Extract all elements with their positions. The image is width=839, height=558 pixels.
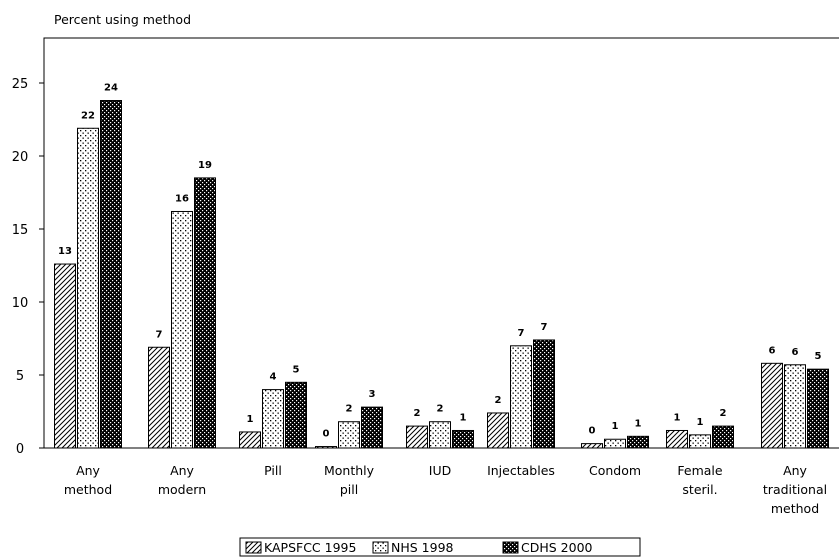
bar (712, 425, 734, 449)
data-label: 2 (720, 408, 727, 419)
bar (361, 406, 383, 449)
category-label: Condom (589, 463, 641, 478)
y-axis-ticks: 0 5 10 15 20 25 (12, 77, 44, 457)
legend-swatch (372, 541, 389, 554)
bar (100, 100, 122, 449)
data-label: 22 (81, 110, 95, 121)
y-tick-label: 20 (12, 150, 29, 165)
category-label: Any (76, 463, 100, 478)
data-label: 1 (612, 421, 619, 432)
data-label: 0 (323, 429, 330, 440)
data-label: 1 (247, 414, 254, 425)
legend-label: CDHS 2000 (521, 540, 593, 555)
bar (429, 421, 451, 449)
bar (452, 429, 474, 449)
category-label: Monthly (324, 463, 375, 478)
data-label: 7 (156, 329, 163, 340)
bar (338, 421, 360, 449)
bar (807, 368, 829, 449)
category-label: method (64, 482, 112, 497)
y-tick-label: 10 (12, 296, 29, 311)
category-label: traditional (763, 482, 827, 497)
bar (148, 346, 170, 449)
data-label: 3 (369, 389, 376, 400)
data-label: 5 (293, 364, 300, 375)
legend-swatch (245, 541, 262, 554)
legend-swatch (502, 541, 519, 554)
data-label: 2 (437, 404, 444, 415)
x-axis-labels: Any method Any modern Pill Monthly pill IUD Inje… (64, 463, 827, 516)
category-label: Any (170, 463, 194, 478)
bar (406, 425, 428, 449)
legend-frame (239, 537, 641, 557)
legend: KAPSFCC 1995 NHS 1998 CDHS 2000 (239, 537, 641, 557)
category-label: Injectables (487, 463, 555, 478)
data-label: 1 (460, 412, 467, 423)
data-label: 19 (198, 160, 212, 171)
data-label: 1 (635, 418, 642, 429)
y-axis-label: Percent using method (54, 12, 191, 27)
category-label: method (771, 501, 819, 516)
bar (54, 263, 76, 449)
data-label: 7 (518, 328, 525, 339)
bar (171, 210, 193, 449)
bar (761, 362, 783, 449)
category-label: steril. (682, 482, 717, 497)
data-label: 6 (792, 347, 799, 358)
data-label: 1 (674, 412, 681, 423)
category-label: pill (340, 482, 358, 497)
bar (581, 443, 603, 449)
bar (533, 339, 555, 449)
legend-label: NHS 1998 (391, 540, 454, 555)
data-label: 16 (175, 193, 189, 204)
y-tick-label: 0 (16, 442, 24, 457)
data-label: 2 (495, 395, 502, 406)
bar (285, 381, 307, 449)
data-label: 2 (346, 404, 353, 415)
category-label: Female (677, 463, 723, 478)
data-label: 24 (104, 83, 118, 94)
bar (784, 364, 806, 449)
bar (77, 127, 99, 449)
category-label: modern (158, 482, 206, 497)
bar (689, 434, 711, 449)
bars-group (54, 100, 829, 449)
bar (194, 177, 216, 449)
bar (604, 438, 626, 449)
category-label: Pill (264, 463, 282, 478)
category-label: Any (783, 463, 807, 478)
category-label: IUD (429, 463, 451, 478)
bar (487, 412, 509, 449)
y-tick-label: 25 (12, 77, 29, 92)
bar (666, 429, 688, 449)
data-label: 5 (815, 351, 822, 362)
legend-label: KAPSFCC 1995 (264, 540, 356, 555)
data-label: 4 (270, 372, 277, 383)
y-tick-label: 15 (12, 223, 29, 238)
bar (315, 446, 337, 449)
data-label: 6 (769, 345, 776, 356)
data-label: 7 (541, 322, 548, 333)
bar (262, 389, 284, 449)
data-label: 2 (414, 408, 421, 419)
bar (239, 431, 261, 449)
data-label: 1 (697, 417, 704, 428)
data-label: 0 (589, 426, 596, 437)
y-tick-label: 5 (16, 369, 24, 384)
bar (627, 435, 649, 449)
bar (510, 345, 532, 449)
data-label: 13 (58, 246, 72, 257)
